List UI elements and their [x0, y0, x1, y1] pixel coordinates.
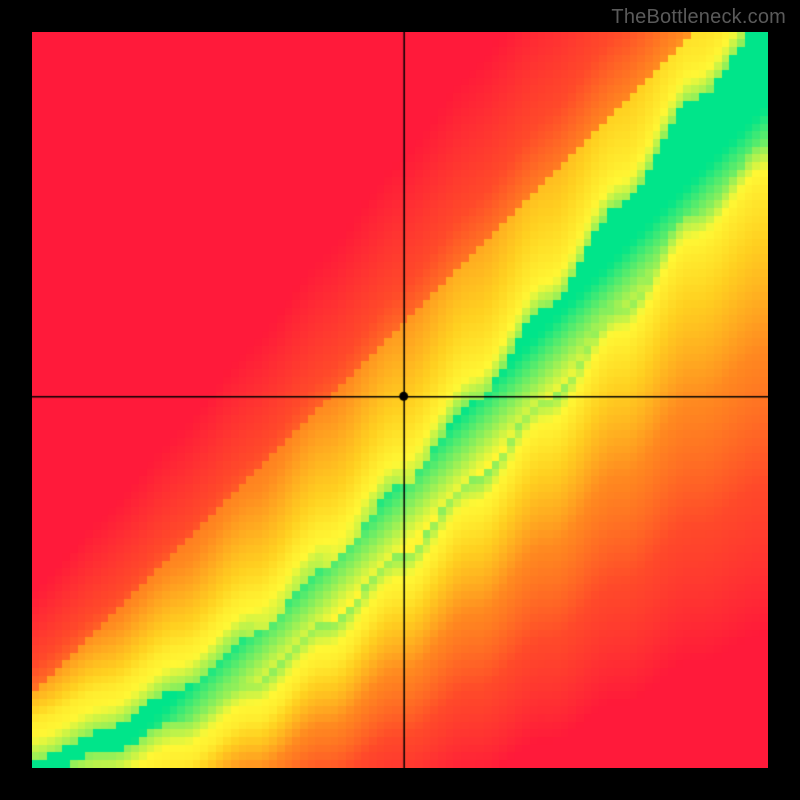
bottleneck-heatmap — [32, 32, 768, 768]
watermark-text: TheBottleneck.com — [611, 6, 786, 29]
chart-container: TheBottleneck.com — [0, 0, 800, 800]
